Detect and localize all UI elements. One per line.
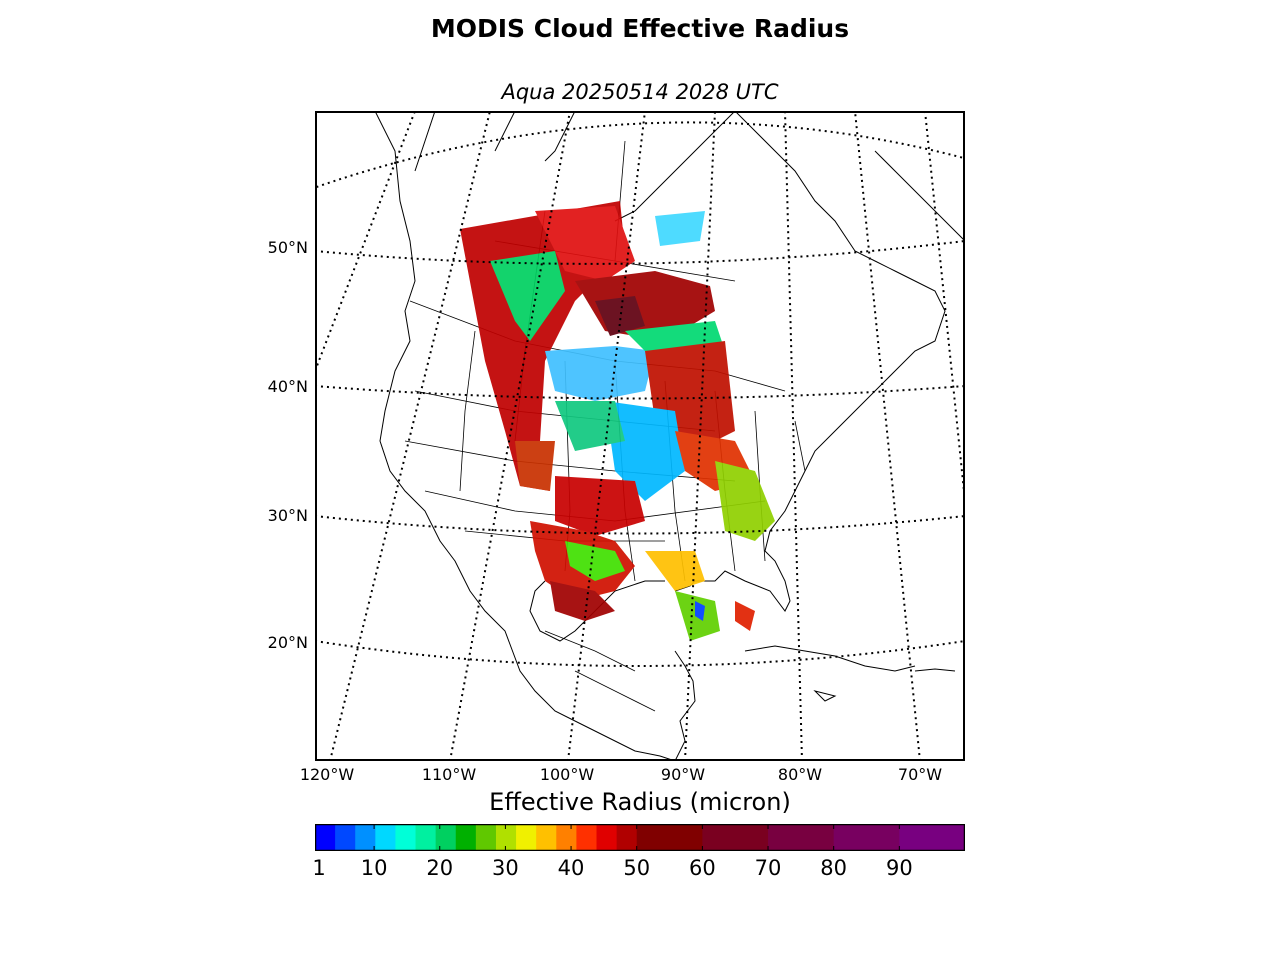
lon-label-120w: 120°W [299,765,355,784]
lat-label-40n: 40°N [267,377,308,396]
lon-label-110w: 110°W [421,765,477,784]
colorbar-tick-label: 30 [492,856,519,880]
colorbar-tick-label: 60 [688,856,716,880]
colorbar-segment [315,824,336,851]
colorbar-tick-label: 20 [426,856,454,880]
colorbar-segment [768,824,835,851]
map-title: MODIS Cloud Effective Radius [430,14,850,43]
coastlines [374,111,965,761]
map-panel [315,111,965,761]
colorbar-segment [576,824,598,851]
colorbar [315,824,965,851]
colorbar-segment [435,824,457,851]
colorbar-tick-label: 50 [623,856,651,880]
colorbar-tick-label: 10 [360,856,388,880]
colorbar-segment [415,824,437,851]
colorbar-segment [355,824,376,851]
lon-label-100w: 100°W [539,765,595,784]
lat-label-20n: 20°N [267,633,308,652]
colorbar-segment [475,824,497,851]
colorbar-segment [899,824,965,851]
lon-label-90w: 90°W [660,765,706,784]
map-subtitle: Aqua 20250514 2028 UTC [501,80,779,104]
lat-label-30n: 30°N [267,506,308,525]
colorbar-segment [702,824,769,851]
colorbar-label: Effective Radius (micron) [489,788,791,816]
colorbar-segment [455,824,477,851]
colorbar-tick-label: 80 [820,856,848,880]
map-border [315,111,965,761]
colorbar-tick-label: 40 [557,856,585,880]
colorbar-segment [516,824,537,851]
graticule [315,111,965,761]
colorbar-segment [335,824,356,851]
colorbar-segment [495,824,517,851]
colorbar-segment [636,824,703,851]
colorbar-segment [833,824,900,851]
lat-label-50n: 50°N [267,238,308,257]
colorbar-segment [556,824,577,851]
map-canvas [315,111,965,761]
colorbar-segment [395,824,417,851]
lon-label-80w: 80°W [777,765,823,784]
colorbar-tick-label: 90 [885,856,913,880]
lon-label-70w: 70°W [897,765,943,784]
cloud-swath [460,201,775,641]
colorbar-tick-label: 70 [754,856,782,880]
colorbar-tick-label: 1 [312,856,326,880]
colorbar-segment [536,824,557,851]
colorbar-segment [616,824,638,851]
colorbar-segment [596,824,618,851]
colorbar-segment [375,824,396,851]
